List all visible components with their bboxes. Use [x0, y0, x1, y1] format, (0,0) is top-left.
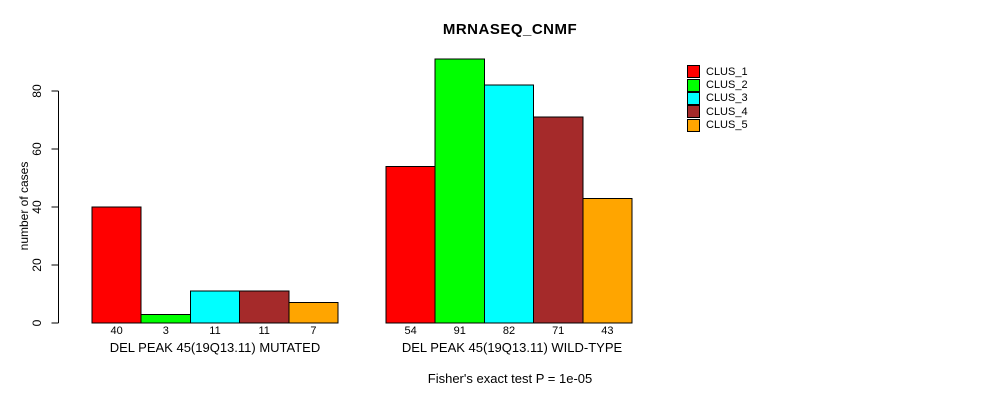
- bar-value-label: 7: [310, 325, 316, 337]
- legend-label: CLUS_1: [706, 65, 748, 78]
- legend: CLUS_1 CLUS_2 CLUS_3 CLUS_4 CLUS_5: [687, 65, 748, 132]
- x-group-label-mutated: DEL PEAK 45(19Q13.11) MUTATED: [109, 340, 321, 355]
- legend-item-clus_3: CLUS_3: [687, 91, 748, 105]
- bar-value-label: 91: [454, 325, 466, 337]
- legend-item-clus_2: CLUS_2: [687, 78, 748, 92]
- bar-clus_3-group1: [189, 290, 241, 324]
- fisher-test-annotation: Fisher's exact test P = 1e-05: [427, 371, 593, 386]
- bar-value-label: 82: [503, 325, 515, 337]
- bar-value-label: 3: [163, 325, 169, 337]
- bar-clus_1-group1: [91, 206, 142, 324]
- legend-item-clus_1: CLUS_1: [687, 65, 748, 79]
- bar-clus_4-group1: [239, 290, 290, 324]
- bar-value-label: 43: [601, 325, 613, 337]
- legend-swatch-icon: [687, 91, 700, 105]
- legend-swatch-icon: [687, 65, 700, 79]
- x-group-label-wildtype: DEL PEAK 45(19Q13.11) WILD-TYPE: [401, 340, 623, 355]
- legend-swatch-icon: [687, 78, 700, 92]
- bar-clus_2-group1: [140, 313, 191, 324]
- bar-value-label: 11: [258, 325, 269, 337]
- legend-item-clus_5: CLUS_5: [687, 118, 748, 132]
- legend-swatch-icon: [687, 105, 700, 119]
- legend-item-clus_4: CLUS_4: [687, 105, 748, 119]
- y-axis-tick-label: 20: [30, 258, 44, 272]
- bar-clus_4-group2: [533, 116, 584, 324]
- y-axis-tick-label: 80: [30, 84, 44, 98]
- bar-value-label: 11: [209, 325, 220, 337]
- legend-label: CLUS_5: [706, 119, 748, 132]
- bar-clus_3-group2: [483, 84, 535, 324]
- bar-clus_5-group1: [288, 302, 339, 324]
- legend-label: CLUS_4: [706, 105, 748, 118]
- bar-value-label: 40: [110, 325, 122, 337]
- y-axis-tick-label: 40: [30, 200, 44, 214]
- bar-clus_5-group2: [582, 197, 633, 324]
- bar-value-label: 71: [552, 325, 564, 337]
- y-axis-tick-label: 0: [30, 319, 44, 326]
- y-axis-tick-label: 60: [30, 142, 44, 156]
- bar-value-label: 54: [404, 325, 416, 337]
- bar-clus_2-group2: [434, 58, 485, 324]
- legend-label: CLUS_3: [706, 92, 748, 105]
- legend-swatch-icon: [687, 118, 700, 132]
- legend-label: CLUS_2: [706, 79, 748, 92]
- bar-clus_1-group2: [385, 165, 436, 324]
- chart-title: MRNASEQ_CNMF: [442, 21, 578, 38]
